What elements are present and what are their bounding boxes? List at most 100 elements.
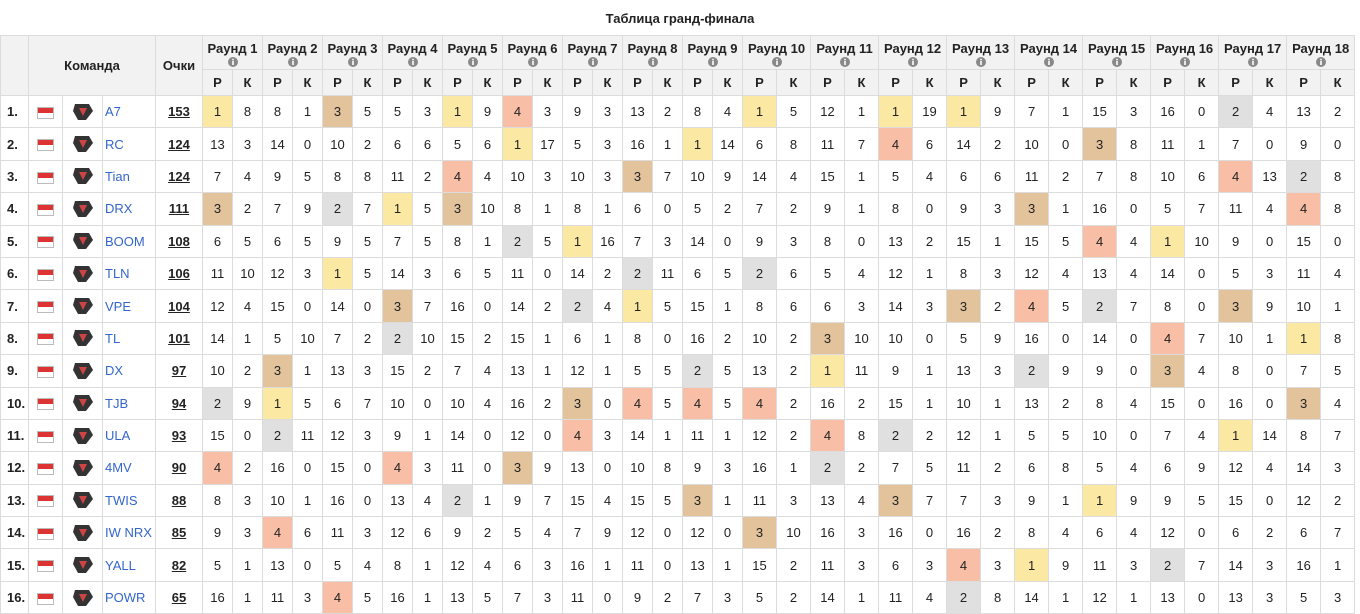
placement: 6	[1082, 516, 1118, 550]
points[interactable]: 93	[171, 428, 187, 444]
points[interactable]: 153	[168, 104, 190, 120]
placement: 2	[1218, 94, 1254, 129]
kills: 8	[1320, 159, 1356, 194]
team-link[interactable]: TLN	[105, 266, 130, 282]
round-header: Раунд 16	[1150, 35, 1220, 70]
placement: 4	[742, 386, 777, 420]
points[interactable]: 104	[168, 298, 190, 314]
kills: 7	[844, 127, 880, 161]
kills-header: К	[412, 69, 443, 96]
team-link[interactable]: A7	[105, 104, 121, 120]
kills: 5	[292, 159, 323, 194]
team-link[interactable]: TWIS	[105, 492, 138, 508]
placement: 5	[262, 321, 293, 356]
kills: 1	[472, 483, 503, 518]
placement: 2	[1014, 354, 1050, 388]
points[interactable]: 97	[171, 363, 187, 379]
placement: 5	[1286, 580, 1322, 614]
info-icon	[587, 56, 598, 67]
team-link[interactable]: VPE	[105, 298, 132, 314]
points[interactable]: 94	[171, 395, 187, 411]
placement: 14	[622, 418, 653, 453]
placement: 1	[442, 94, 473, 129]
kills: 9	[292, 192, 323, 226]
kills: 0	[652, 516, 683, 550]
team-link[interactable]: YALL	[105, 557, 136, 573]
placement: 10	[1286, 289, 1322, 323]
kills: 0	[1184, 516, 1220, 550]
placement: 9	[1286, 127, 1322, 161]
kills: 7	[912, 483, 948, 518]
points[interactable]: 108	[168, 233, 190, 249]
placement: 11	[878, 580, 914, 614]
team-logo	[72, 330, 93, 347]
kills: 2	[775, 548, 812, 582]
kills: 7	[412, 289, 443, 323]
kills: 0	[712, 516, 743, 550]
placement: 4	[622, 386, 653, 420]
points[interactable]: 124	[168, 168, 190, 184]
points[interactable]: 82	[171, 557, 187, 573]
placement: 9	[1218, 224, 1254, 258]
points[interactable]: 124	[168, 136, 190, 152]
team-link[interactable]: IW NRX	[105, 525, 152, 541]
round-header: Раунд 6	[502, 35, 563, 70]
logo-cell	[62, 127, 103, 161]
points[interactable]: 65	[171, 590, 187, 606]
kills: 0	[472, 289, 503, 323]
team-link[interactable]: POWR	[105, 590, 146, 606]
placement: 9	[202, 516, 233, 550]
placement: 8	[1014, 516, 1050, 550]
kills: 2	[775, 386, 812, 420]
round-header: Раунд 2	[262, 35, 323, 70]
placement: 2	[742, 256, 777, 291]
placement: 16	[682, 321, 713, 356]
kills: 1	[292, 483, 323, 518]
team-link[interactable]: ULA	[105, 428, 131, 444]
team-link[interactable]: RC	[105, 136, 124, 152]
team-link[interactable]: TL	[105, 330, 121, 346]
points[interactable]: 85	[171, 525, 187, 541]
team-link[interactable]: DX	[105, 363, 124, 379]
place-header: Р	[1218, 69, 1254, 96]
placement: 11	[1150, 127, 1186, 161]
points[interactable]: 106	[168, 266, 190, 282]
placement: 3	[502, 451, 533, 485]
placement: 8	[262, 94, 293, 129]
flag-cell	[28, 256, 63, 291]
placement: 13	[742, 354, 777, 388]
rank-header	[0, 35, 29, 96]
kills: 4	[472, 159, 503, 194]
team-link[interactable]: Tian	[105, 168, 130, 184]
team-logo	[72, 459, 93, 476]
round-header: Раунд 9	[682, 35, 743, 70]
placement: 13	[202, 127, 233, 161]
points[interactable]: 101	[168, 330, 190, 346]
placement: 16	[1082, 192, 1118, 226]
points[interactable]: 88	[171, 492, 187, 508]
round-header: Раунд 17	[1218, 35, 1288, 70]
placement: 14	[1082, 321, 1118, 356]
kills-header: К	[652, 69, 683, 96]
team-link[interactable]: DRX	[105, 201, 133, 217]
points[interactable]: 111	[168, 201, 190, 217]
flag	[37, 560, 54, 573]
team-link[interactable]: TJB	[105, 395, 129, 411]
round-name: Раунд 8	[627, 40, 678, 56]
team-link[interactable]: BOOM	[105, 233, 145, 249]
kills: 4	[1320, 256, 1356, 291]
team-link[interactable]: 4MV	[105, 460, 132, 476]
kills: 1	[412, 418, 443, 453]
kills: 4	[1048, 256, 1084, 291]
kills: 0	[532, 256, 563, 291]
kills: 2	[652, 94, 683, 129]
kills: 4	[1116, 386, 1152, 420]
kills: 7	[352, 386, 383, 420]
placement: 7	[946, 483, 982, 518]
kills: 5	[712, 386, 743, 420]
round-header: Раунд 15	[1082, 35, 1152, 70]
points[interactable]: 90	[171, 460, 187, 476]
placement: 15	[810, 159, 846, 194]
flag	[37, 430, 54, 443]
